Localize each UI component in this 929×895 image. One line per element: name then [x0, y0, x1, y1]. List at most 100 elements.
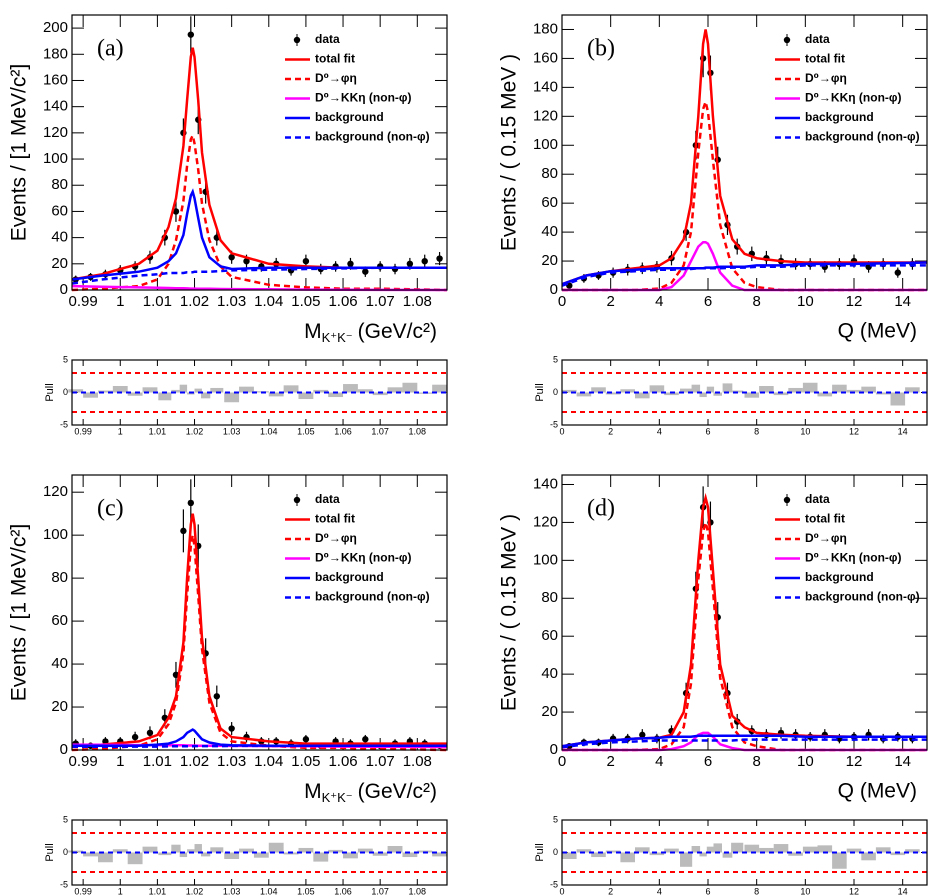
x-tick-label: 1.01 [143, 293, 172, 310]
y-axis-label: Pull [44, 843, 56, 861]
x-tick-label: 12 [849, 886, 859, 895]
y-axis-label: Pull [534, 383, 546, 401]
x-tick-label: 1.08 [403, 753, 432, 770]
y-tick-label: 20 [51, 255, 68, 272]
pull-bar [759, 386, 774, 393]
data-point [302, 736, 310, 743]
legend-label: total fit [315, 512, 355, 526]
pull-bar [788, 852, 803, 856]
pull-bar [620, 389, 635, 393]
pull-bar [313, 389, 329, 393]
legend-label: background (non-φ) [805, 130, 920, 144]
x-tick-label: 6 [705, 886, 710, 895]
x-label-unit: (GeV/c²) [358, 780, 437, 803]
x-tick-label: 10 [797, 753, 814, 770]
y-tick-label: 0 [553, 387, 558, 397]
legend-label: total fit [315, 52, 355, 66]
pull-bar [817, 845, 833, 853]
legend-label: background [315, 110, 384, 124]
x-label-subscript: K⁺K⁻ [322, 330, 353, 345]
pull-bar [576, 392, 592, 397]
y-tick-label: -5 [60, 419, 68, 429]
legend-label: D⁰→KKη (non-φ) [315, 551, 411, 565]
plot-frame [561, 14, 928, 291]
y-axis-label: Events / ( 0.15 MeV ) [498, 54, 521, 251]
y-tick-label: 0 [63, 847, 68, 857]
legend-label: data [315, 32, 340, 46]
y-axis-label: Pull [44, 383, 56, 401]
x-tick-label: 14 [898, 886, 908, 895]
pull-bar [620, 852, 635, 863]
pull-bar [224, 852, 240, 859]
y-tick-label: 80 [541, 589, 558, 606]
panel-label: (b) [587, 36, 615, 62]
pull-bar [605, 850, 621, 853]
x-tick-label: 1.06 [334, 886, 352, 895]
data-point [180, 527, 187, 535]
pull-bar [179, 852, 188, 858]
data-point [302, 257, 310, 265]
x-tick-label: 8 [754, 426, 759, 436]
pull-bar [179, 384, 188, 393]
pull-bar [210, 387, 224, 393]
legend-marker [293, 36, 301, 44]
data-point [362, 736, 369, 743]
legend-label: data [805, 32, 830, 46]
pull-bar [832, 384, 847, 393]
x-tick-label: 10 [800, 886, 810, 895]
fit-curve [561, 738, 927, 749]
pull-bar [664, 848, 679, 853]
pull-bar [127, 392, 143, 396]
data-point [243, 257, 250, 265]
pull-bar [744, 392, 760, 398]
y-tick-label: 160 [533, 49, 558, 66]
x-tick-label: 2 [606, 753, 614, 770]
x-tick-label: 12 [849, 426, 859, 436]
x-tick-label: 1.02 [180, 293, 209, 310]
plot-frame [71, 474, 448, 751]
pull-bar [759, 847, 774, 853]
data-point [187, 31, 195, 38]
data-point [347, 260, 354, 268]
pull-bar [773, 844, 789, 853]
pull-bar [328, 392, 344, 398]
x-tick-label: 0 [559, 426, 564, 436]
x-tick-label: 1 [118, 886, 123, 895]
pull-bar [112, 386, 128, 393]
pull-bar [861, 386, 876, 393]
pull-bar [97, 852, 113, 863]
pull-bar [298, 392, 314, 399]
pull-bar [591, 387, 606, 393]
pull-bar [268, 392, 284, 397]
fit-curve [71, 513, 447, 747]
x-tick-label: 4 [655, 293, 663, 310]
pull-bar [201, 392, 211, 399]
panel-label: (c) [97, 496, 124, 522]
pull-bar [861, 852, 876, 861]
x-tick-label: 0 [559, 886, 564, 895]
fit-curve [71, 188, 447, 281]
x-tick-label: 1.03 [217, 753, 246, 770]
x-tick-label: 8 [752, 293, 760, 310]
x-tick-label: 0.99 [69, 753, 98, 770]
y-axis-label: Events / [1 MeV/c²] [8, 524, 31, 701]
plot-frame [561, 359, 928, 426]
x-label-unit: (GeV/c²) [358, 320, 437, 343]
legend-label: total fit [805, 52, 845, 66]
fit-curve [561, 264, 927, 287]
y-tick-label: -5 [550, 419, 558, 429]
x-tick-label: 0 [558, 753, 566, 770]
pull-bar [432, 384, 447, 393]
x-tick-label: 1.01 [149, 886, 167, 895]
x-tick-label: 2 [608, 886, 613, 895]
pull-bar [171, 844, 181, 853]
y-tick-label: 120 [43, 124, 68, 141]
data-point [187, 499, 195, 507]
pull-bar [562, 389, 577, 393]
pull-bar [680, 852, 693, 867]
pull-bar [691, 384, 701, 393]
x-tick-label: 6 [705, 426, 710, 436]
pull-bar [635, 847, 650, 853]
x-tick-label: 12 [846, 753, 863, 770]
